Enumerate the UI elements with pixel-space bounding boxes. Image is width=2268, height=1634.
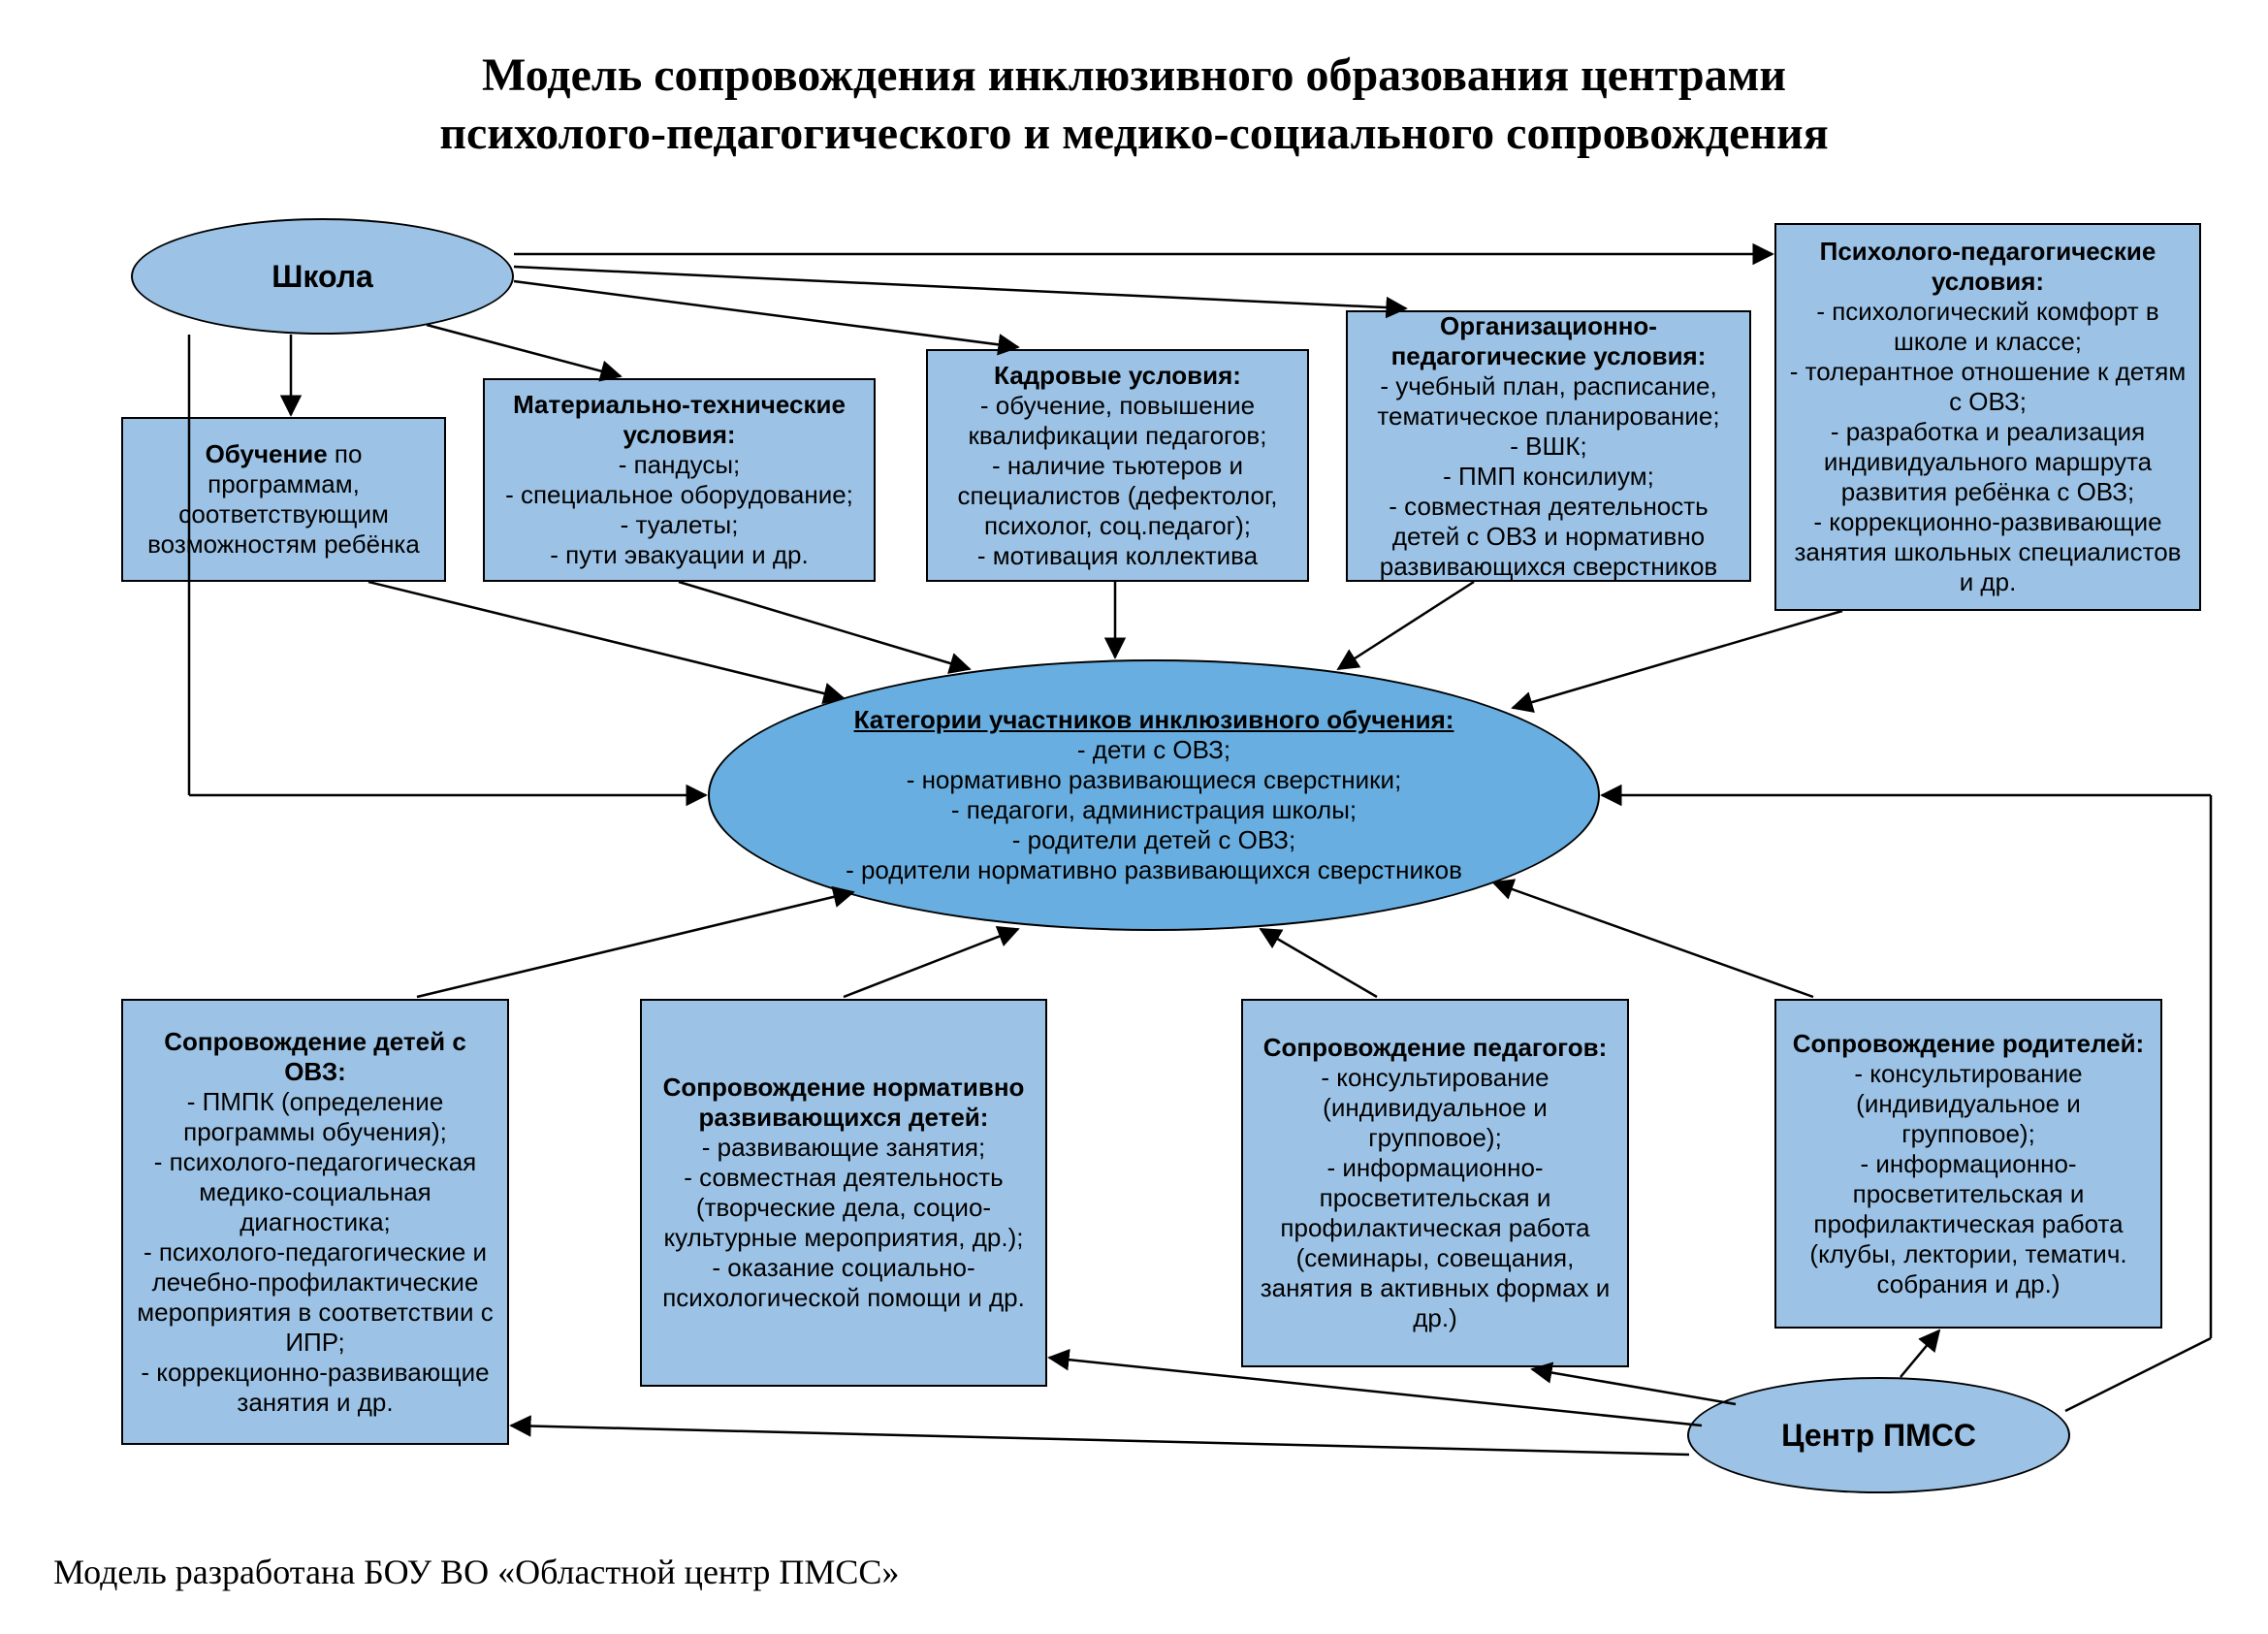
- node-staff: Кадровые условия: - обучение, повышение …: [926, 349, 1309, 582]
- node-teachers-title: Сопровождение педагогов:: [1263, 1033, 1608, 1063]
- node-categories-body: - дети с ОВЗ; - нормативно развивающиеся…: [846, 735, 1462, 885]
- node-staff-body: - обучение, повышение квалификации педаг…: [938, 391, 1297, 571]
- node-parents-body: - консультирование (индивидуальное и гру…: [1786, 1059, 2151, 1299]
- node-material: Материально-технические условия: - панду…: [483, 378, 876, 582]
- node-psych-body: - психологический комфорт в школе и клас…: [1786, 297, 2189, 597]
- diagram-stage: Модель сопровождения инклюзивного образо…: [0, 0, 2268, 1634]
- node-material-title: Материально-технические условия:: [495, 390, 864, 450]
- node-norm: Сопровождение нормативно развивающихся д…: [640, 999, 1047, 1387]
- node-staff-title: Кадровые условия:: [994, 361, 1241, 391]
- node-psych-title: Психолого-педагогические условия:: [1786, 237, 2189, 297]
- node-parents-title: Сопровождение родителей:: [1793, 1029, 2144, 1059]
- node-ovz-body: - ПМПК (определение программы обучения);…: [133, 1087, 497, 1418]
- node-norm-title: Сопровождение нормативно развивающихся д…: [652, 1073, 1036, 1133]
- node-categories: Категории участников инклюзивного обучен…: [708, 659, 1600, 931]
- node-education: Обучение по программам, соответствующим …: [121, 417, 446, 582]
- node-ovz: Сопровождение детей с ОВЗ: - ПМПК (опред…: [121, 999, 509, 1445]
- node-material-body: - пандусы; - специальное оборудование; -…: [505, 450, 853, 570]
- footer-text: Модель разработана БОУ ВО «Областной цен…: [53, 1552, 899, 1592]
- node-ovz-title: Сопровождение детей с ОВЗ:: [133, 1027, 497, 1087]
- node-parents: Сопровождение родителей: - консультирова…: [1774, 999, 2162, 1329]
- node-org: Организационно-педагогические условия: -…: [1346, 310, 1751, 582]
- node-education-title: Обучение: [206, 439, 328, 468]
- page-title-line1: Модель сопровождения инклюзивного образо…: [0, 48, 2268, 102]
- page-title-line2: психолого-педагогического и медико-социа…: [0, 107, 2268, 160]
- node-org-title: Организационно-педагогические условия:: [1358, 311, 1740, 371]
- node-school: Школа: [131, 218, 514, 335]
- node-center-pmss: Центр ПМСС: [1687, 1377, 2070, 1493]
- node-norm-body: - развивающие занятия; - совместная деят…: [652, 1133, 1036, 1313]
- node-psych: Психолого-педагогические условия: - псих…: [1774, 223, 2201, 611]
- node-teachers: Сопровождение педагогов: - консультирова…: [1241, 999, 1629, 1367]
- node-categories-title: Категории участников инклюзивного обучен…: [854, 705, 1454, 735]
- node-org-body: - учебный план, расписание, тематическое…: [1358, 371, 1740, 582]
- node-teachers-body: - консультирование (индивидуальное и гру…: [1253, 1063, 1617, 1333]
